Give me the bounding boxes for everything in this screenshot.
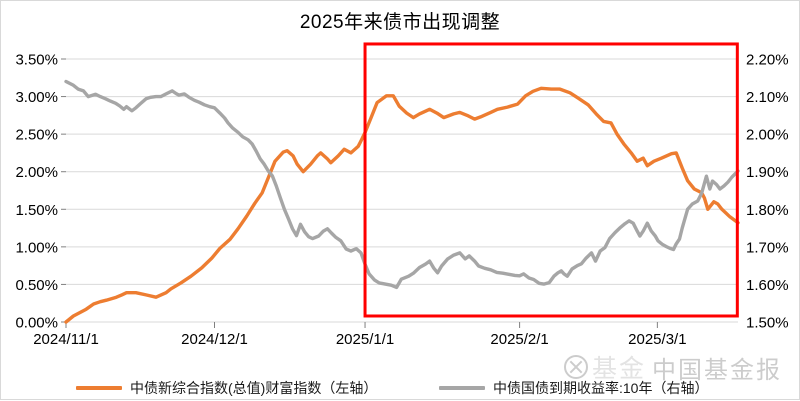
y-axis-right-label: 1.60% xyxy=(746,277,789,294)
y-axis-left-label: 3.00% xyxy=(15,89,58,106)
y-axis-left-label: 1.00% xyxy=(15,239,58,256)
y-axis-right-label: 2.10% xyxy=(746,89,789,106)
y-axis-left-label: 2.00% xyxy=(15,164,58,181)
y-axis-right-label: 1.90% xyxy=(746,164,789,181)
y-axis-left-label: 1.50% xyxy=(15,202,58,219)
y-axis-left-label: 2.50% xyxy=(15,127,58,144)
y-axis-left-label: 3.50% xyxy=(15,52,58,69)
x-axis-label: 2025/2/1 xyxy=(490,331,548,348)
chart-title: 2025年来债市出现调整 xyxy=(299,12,501,33)
y-axis-right-label: 2.20% xyxy=(746,52,789,69)
highlight-box xyxy=(363,42,739,318)
y-axis-right-label: 1.50% xyxy=(746,315,789,332)
x-axis-label: 2025/3/1 xyxy=(628,331,686,348)
y-axis-right-label: 1.70% xyxy=(746,239,789,256)
gray-series-line xyxy=(64,79,740,290)
y-axis-right-label: 1.80% xyxy=(746,202,789,219)
x-axis-label: 2024/12/1 xyxy=(181,331,248,348)
y-axis-left-label: 0.00% xyxy=(15,315,58,332)
y-axis-left-label: 0.50% xyxy=(15,277,58,294)
x-axis-label: 2024/11/1 xyxy=(33,331,99,348)
orange-series-line xyxy=(64,86,740,324)
y-axis-right-label: 2.00% xyxy=(746,127,789,144)
x-axis-label: 2025/1/1 xyxy=(336,331,394,348)
